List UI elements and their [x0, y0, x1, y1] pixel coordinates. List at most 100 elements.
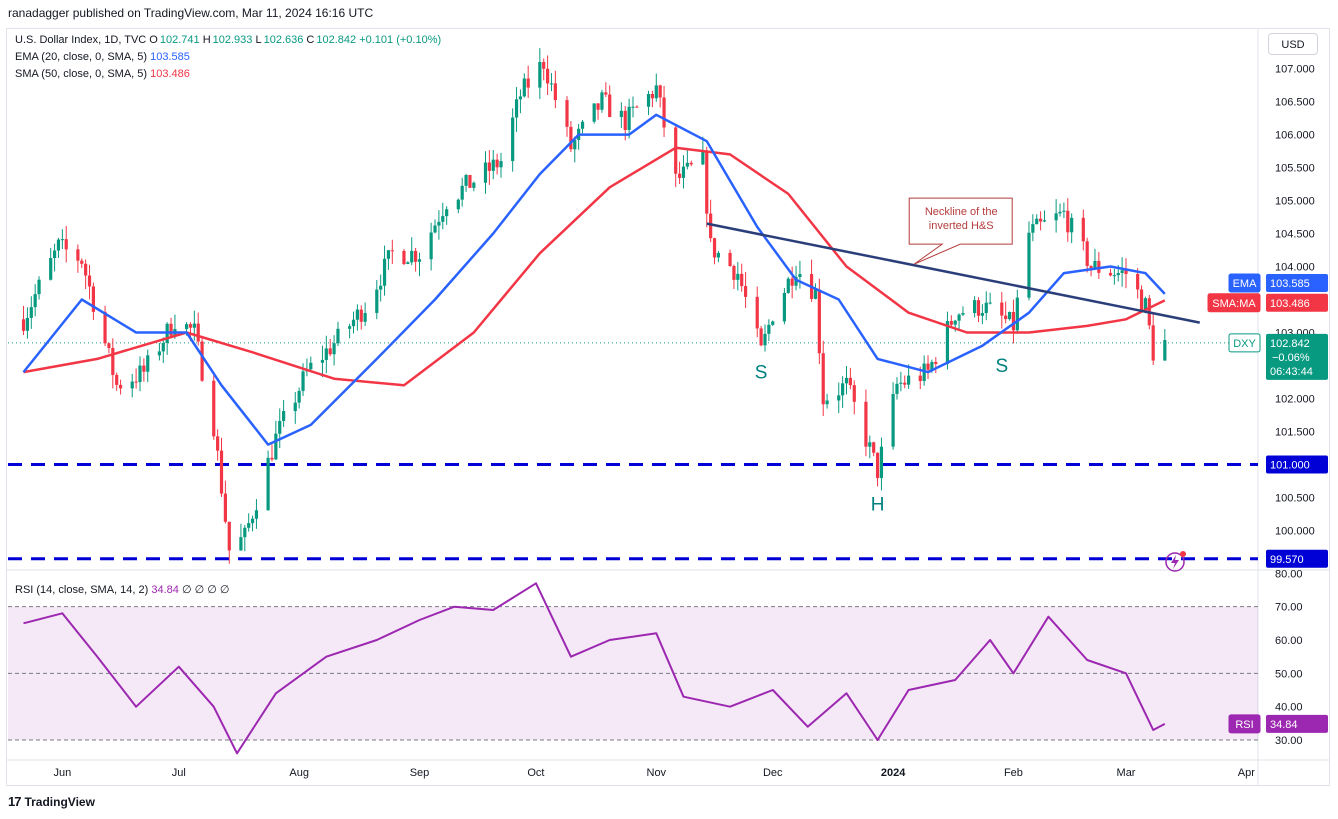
candle-body: [573, 139, 577, 150]
candle-body: [743, 286, 748, 297]
time-tick-label: Jul: [172, 767, 186, 779]
candle-body: [553, 83, 557, 101]
candle-body: [973, 300, 977, 314]
candle-body: [118, 384, 123, 389]
candle-body: [875, 452, 880, 479]
candle-body: [759, 328, 763, 346]
price-tag-value: 102.842: [1270, 338, 1310, 350]
candle-body: [1116, 273, 1120, 276]
candle-body: [580, 121, 585, 129]
line-label-box: [1228, 714, 1261, 734]
candle-body: [1004, 315, 1008, 320]
candle-body: [1062, 210, 1066, 212]
candle-body: [84, 263, 88, 276]
candle-body: [219, 450, 224, 494]
callout-box: [908, 197, 1013, 265]
line-label-box: [1228, 333, 1261, 353]
candle-body: [363, 312, 367, 322]
candle-body: [732, 266, 736, 280]
lightning-icon-bolt: [1171, 555, 1179, 569]
candle-body: [763, 333, 767, 346]
sma-legend-label: SMA (50, close, 0, SMA, 5): [15, 68, 148, 80]
candle-body: [526, 78, 530, 88]
candle-body: [437, 221, 441, 226]
candle-body: [386, 250, 391, 259]
candle-body: [872, 442, 876, 453]
candle-body: [945, 321, 950, 364]
candle-body: [1066, 210, 1070, 233]
price-tag-change: −0.06%: [1272, 352, 1310, 364]
candle-body: [382, 258, 387, 286]
candle-body: [130, 381, 134, 389]
candle-body: [841, 383, 845, 396]
candle-body: [767, 324, 771, 334]
time-tick-label: Nov: [647, 767, 667, 779]
candle-body: [701, 150, 705, 165]
candle-body: [1035, 218, 1039, 225]
price-tick-label: 106.000: [1275, 130, 1315, 142]
alert-dot-icon: [1180, 551, 1186, 557]
candle-body: [247, 523, 251, 528]
ema-legend-label: EMA (20, close, 0, SMA, 5): [15, 51, 148, 63]
time-tick-label: Aug: [289, 767, 309, 779]
candle-body: [138, 365, 142, 383]
candle-body: [184, 324, 189, 330]
candle-body: [359, 309, 363, 322]
candle-body: [879, 446, 884, 479]
candle-body: [49, 258, 53, 280]
candle-body: [227, 521, 231, 551]
candle-body: [635, 106, 639, 108]
candle-body: [1058, 211, 1062, 214]
candle-body: [631, 106, 635, 108]
candle-body: [864, 401, 868, 447]
price-tag-box: [1266, 333, 1328, 380]
time-tick-label: 2024: [881, 767, 906, 779]
time-tick-label: Dec: [763, 767, 783, 779]
candle-body: [522, 78, 526, 97]
candle-body: [1085, 241, 1089, 266]
candle-body: [1070, 217, 1074, 233]
candle-body: [188, 324, 193, 328]
candle-body: [511, 117, 515, 162]
change-value: +0.101 (+0.10%): [359, 34, 442, 46]
candle-body: [895, 383, 899, 394]
candle-body: [1143, 298, 1148, 310]
candle-body: [402, 250, 406, 265]
price-tick-label: 107.000: [1275, 64, 1315, 76]
candle-body: [926, 363, 930, 370]
candle-body: [596, 103, 600, 110]
candle-body: [76, 249, 80, 261]
candle-body: [491, 159, 495, 171]
price-tick-label: 102.000: [1275, 393, 1315, 405]
time-tick-label: Apr: [1238, 767, 1255, 779]
tradingview-logo-icon: 17: [8, 794, 22, 809]
candle-body: [891, 393, 895, 447]
candle-body: [328, 348, 332, 355]
time-tick-label: Oct: [527, 767, 544, 779]
candle-body: [689, 162, 693, 165]
candle-body: [282, 411, 286, 421]
candle-body: [755, 296, 759, 329]
price-tick-label: 101.500: [1275, 426, 1315, 438]
candle-body: [623, 110, 627, 130]
price-tag-box: [1266, 293, 1328, 312]
tradingview-footer[interactable]: 17 TradingView: [8, 794, 95, 809]
candle-body: [1124, 270, 1128, 274]
price-tick-label: 106.500: [1275, 97, 1315, 109]
line-label-text: EMA: [1233, 278, 1258, 290]
candle-body: [200, 341, 204, 381]
price-tick-label: 104.500: [1275, 229, 1315, 241]
candle-body: [545, 68, 550, 84]
candle-body: [542, 61, 546, 69]
ema-20-line: [22, 113, 1166, 446]
line-label-text: RSI: [1235, 719, 1253, 731]
candle-body: [270, 457, 274, 460]
high-value: 102.933: [212, 34, 253, 46]
price-tick-label: 100.000: [1275, 525, 1315, 537]
candle-body: [782, 292, 786, 322]
candle-body: [837, 395, 841, 401]
currency-button[interactable]: USD: [1268, 33, 1318, 55]
candle-body: [980, 313, 984, 316]
candle-body: [336, 328, 340, 344]
